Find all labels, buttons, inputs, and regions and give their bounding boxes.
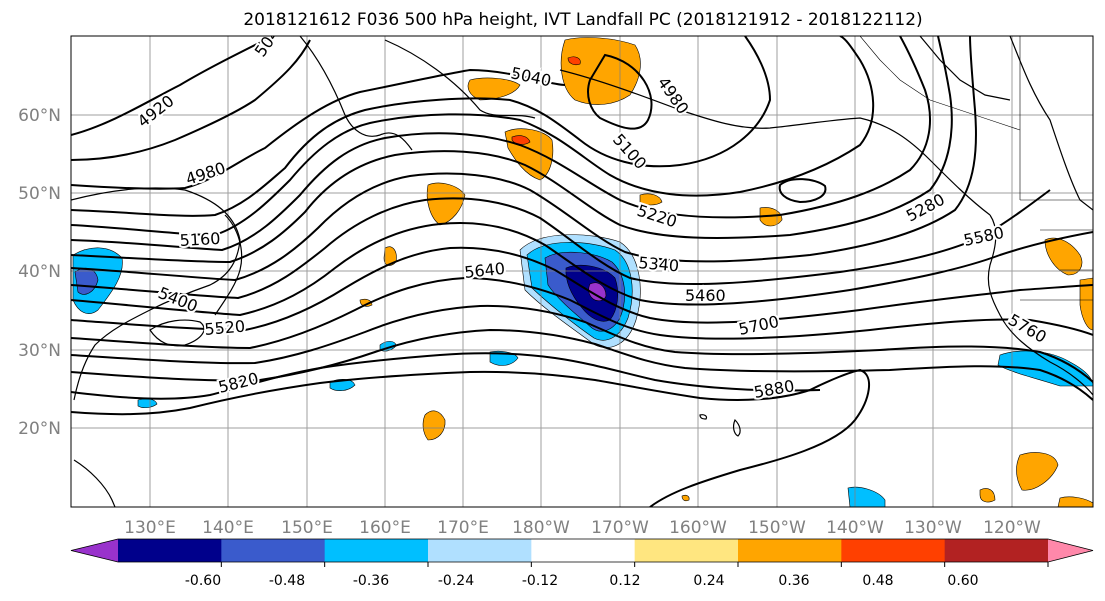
colorbar-segment [118,539,222,562]
positive-pc-alaska [560,37,641,105]
colorbar-extend-max [1048,539,1093,562]
political-borders [859,36,1093,301]
longitude-labels: 130°E 140°E 150°E 160°E 170°E 180°W 170°… [124,518,1041,538]
lon-label-160w: 160°W [669,518,727,538]
latitude-labels: 60°N 50°N 40°N 30°N 20°N [18,106,61,439]
colorbar-tick-label: -0.48 [269,573,305,589]
lon-label-120w: 120°W [983,518,1041,538]
contour-label-5340: 5340 [638,253,680,275]
map-title: 2018121612 F036 500 hPa height, IVT Land… [243,10,922,30]
lon-label-140w: 140°W [826,518,884,538]
contour-label-5520: 5520 [204,317,246,339]
colorbar-segment [531,539,636,562]
colorbar-tick-label: -0.24 [438,573,474,589]
colorbar-segment [428,539,532,562]
contour-label-5160: 5160 [179,229,221,250]
colorbar-tick-label: 0.24 [693,573,724,589]
lon-label-130e: 130°E [124,518,176,538]
colorbar-tick-label: -0.12 [522,573,558,589]
colorbar-segment [634,539,739,562]
lat-label-60n: 60°N [18,106,61,126]
colorbar-segments [70,538,1094,563]
lat-label-40n: 40°N [18,262,61,282]
lon-label-130w: 130°W [904,518,962,538]
colorbar-segment [221,539,326,562]
lon-label-150w: 150°W [748,518,806,538]
colorbar-tick-label: 0.36 [778,573,809,589]
map-frame [70,35,1094,508]
colorbar-ticks [220,562,1049,567]
colorbar-tick-label: 0.12 [609,573,640,589]
lat-label-30n: 30°N [18,341,61,361]
colorbar-outline [70,538,1094,563]
colorbar-segment [944,539,1049,562]
colorbar-segment [841,539,946,562]
colorbar-segment [324,539,429,562]
lon-label-170e: 170°E [437,518,489,538]
colorbar-segment [738,539,842,562]
lon-label-140e: 140°E [202,518,254,538]
colorbar-extend-min [71,539,118,562]
colorbar: -0.60 -0.48 -0.36 -0.24 -0.12 0.12 0.24 … [70,538,1094,589]
height-contours [71,36,1093,507]
contour-label-5460: 5460 [685,286,726,305]
colorbar-tick-label: 0.48 [862,573,893,589]
lon-label-160e: 160°E [359,518,411,538]
map-area: 4920 4980 5040 5040 4980 5100 5160 5220 … [71,36,1093,507]
lon-label-150e: 150°E [281,518,333,538]
lat-label-50n: 50°N [18,184,61,204]
colorbar-tick-label: 0.60 [947,573,978,589]
lat-label-20n: 20°N [18,419,61,439]
lon-label-180w: 180°W [512,518,570,538]
colorbar-tick-label: -0.36 [353,573,389,589]
lon-label-170w: 170°W [591,518,649,538]
colorbar-tick-label: -0.60 [185,573,221,589]
